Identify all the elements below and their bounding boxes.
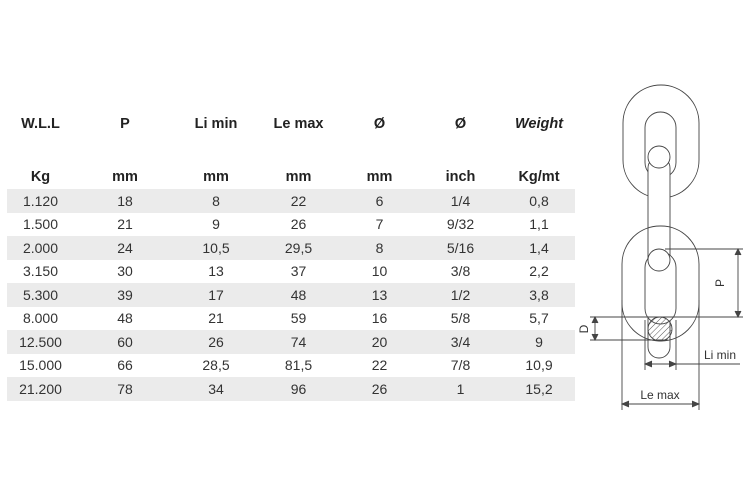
cell-diameter-inch: 7/8: [450, 357, 471, 374]
cell-diameter-inch: 3/8: [450, 263, 471, 280]
cell-weight: 10,9: [525, 357, 553, 374]
cell-diameter-mm: 20: [371, 333, 388, 350]
cell-weight: 15,2: [525, 380, 553, 397]
header-wll: W.L.L: [21, 116, 60, 132]
table-row: 15.000 66 28,5 81,5 22 7/8 10,9: [7, 354, 575, 378]
cell-le-max: 48: [290, 286, 307, 303]
cell-li-min: 13: [208, 263, 224, 280]
cell-diameter-inch: 5/16: [446, 239, 475, 256]
cell-p: 39: [117, 286, 133, 303]
units-row: Kg mm mm mm mm inch Kg/mt: [7, 148, 575, 189]
cell-diameter-mm: 22: [371, 357, 388, 374]
header-li-min: Li min: [194, 116, 238, 132]
cell-diameter-mm: 7: [375, 216, 384, 233]
cell-le-max: 22: [290, 192, 307, 209]
cell-diameter-mm: 26: [371, 380, 388, 397]
table-row: 1.120 18 8 22 6 1/4 0,8: [7, 189, 575, 213]
cell-diameter-inch: 1/4: [450, 192, 471, 209]
cell-p: 48: [117, 310, 133, 327]
cell-le-max: 26: [290, 216, 307, 233]
p-label: P: [713, 279, 727, 287]
cell-li-min: 28,5: [202, 357, 230, 374]
cell-wll: 15.000: [19, 357, 62, 374]
cell-wll: 2.000: [22, 239, 59, 256]
header-p: P: [120, 116, 130, 132]
cell-le-max: 37: [290, 263, 307, 280]
table-row: 8.000 48 21 59 16 5/8 5,7: [7, 307, 575, 331]
header-le-max: Le max: [273, 116, 324, 132]
wire-cross-section: [647, 316, 673, 342]
cell-p: 78: [117, 380, 133, 397]
cell-le-max: 81,5: [284, 357, 313, 374]
cell-le-max: 29,5: [284, 239, 313, 256]
cell-wll: 5.300: [22, 286, 59, 303]
cell-le-max: 74: [290, 333, 307, 350]
cell-diameter-inch: 9/32: [446, 216, 475, 233]
cell-weight: 1,4: [529, 239, 549, 256]
cell-wll: 8.000: [22, 310, 59, 327]
cell-weight: 0,8: [529, 192, 549, 209]
li-min-label: Li min: [704, 348, 736, 362]
cell-p: 18: [117, 192, 133, 209]
unit: inch: [445, 169, 476, 185]
table-row: 2.000 24 10,5 29,5 8 5/16 1,4: [7, 236, 575, 260]
table-row: 21.200 78 34 96 26 1 15,2: [7, 377, 575, 401]
header-row: W.L.L P Li min Le max Ø Ø Weight: [7, 100, 575, 148]
cell-diameter-mm: 13: [371, 286, 388, 303]
cell-diameter-inch: 1: [456, 380, 465, 397]
cell-diameter-mm: 16: [371, 310, 388, 327]
unit: mm: [112, 169, 138, 185]
cell-diameter-mm: 6: [375, 192, 384, 209]
cell-diameter-inch: 3/4: [450, 333, 471, 350]
cell-weight: 5,7: [529, 310, 549, 327]
cell-wll: 21.200: [19, 380, 62, 397]
cell-li-min: 8: [212, 192, 220, 209]
unit: Kg: [30, 169, 51, 185]
table-row: 3.150 30 13 37 10 3/8 2,2: [7, 260, 575, 284]
cell-weight: 3,8: [529, 286, 549, 303]
cell-li-min: 17: [208, 286, 224, 303]
d-label: D: [577, 324, 591, 333]
unit: mm: [285, 169, 312, 185]
table-row: 1.500 21 9 26 7 9/32 1,1: [7, 213, 575, 237]
header-diameter-inch: Ø: [454, 116, 467, 132]
cell-weight: 1,1: [529, 216, 549, 233]
cell-diameter-inch: 1/2: [450, 286, 471, 303]
cell-li-min: 26: [208, 333, 224, 350]
cell-p: 60: [117, 333, 133, 350]
cell-diameter-inch: 5/8: [450, 310, 471, 327]
cell-diameter-mm: 10: [371, 263, 388, 280]
header-diameter-mm: Ø: [373, 116, 386, 132]
cell-wll: 12.500: [19, 333, 62, 350]
cell-le-max: 96: [290, 380, 307, 397]
unit: Kg/mt: [518, 169, 560, 185]
cell-li-min: 10,5: [202, 239, 230, 256]
cell-wll: 3.150: [22, 263, 59, 280]
cell-wll: 1.120: [22, 192, 59, 209]
cell-li-min: 9: [212, 216, 220, 233]
le-max-label: Le max: [640, 388, 679, 402]
cell-p: 66: [117, 357, 133, 374]
cell-li-min: 21: [208, 310, 224, 327]
cell-p: 21: [117, 216, 133, 233]
cell-wll: 1.500: [22, 216, 59, 233]
unit: mm: [366, 169, 393, 185]
unit: mm: [203, 169, 229, 185]
cell-weight: 9: [535, 333, 543, 350]
table-row: 12.500 60 26 74 20 3/4 9: [7, 330, 575, 354]
cell-p: 24: [117, 239, 133, 256]
cell-li-min: 34: [208, 380, 224, 397]
chain-spec-table: W.L.L P Li min Le max Ø Ø Weight Kg mm m…: [7, 100, 575, 401]
cell-le-max: 59: [290, 310, 307, 327]
cell-diameter-mm: 8: [375, 239, 384, 256]
cell-p: 30: [117, 263, 133, 280]
table-row: 5.300 39 17 48 13 1/2 3,8: [7, 283, 575, 307]
header-weight: Weight: [514, 116, 564, 132]
cell-weight: 2,2: [529, 263, 549, 280]
